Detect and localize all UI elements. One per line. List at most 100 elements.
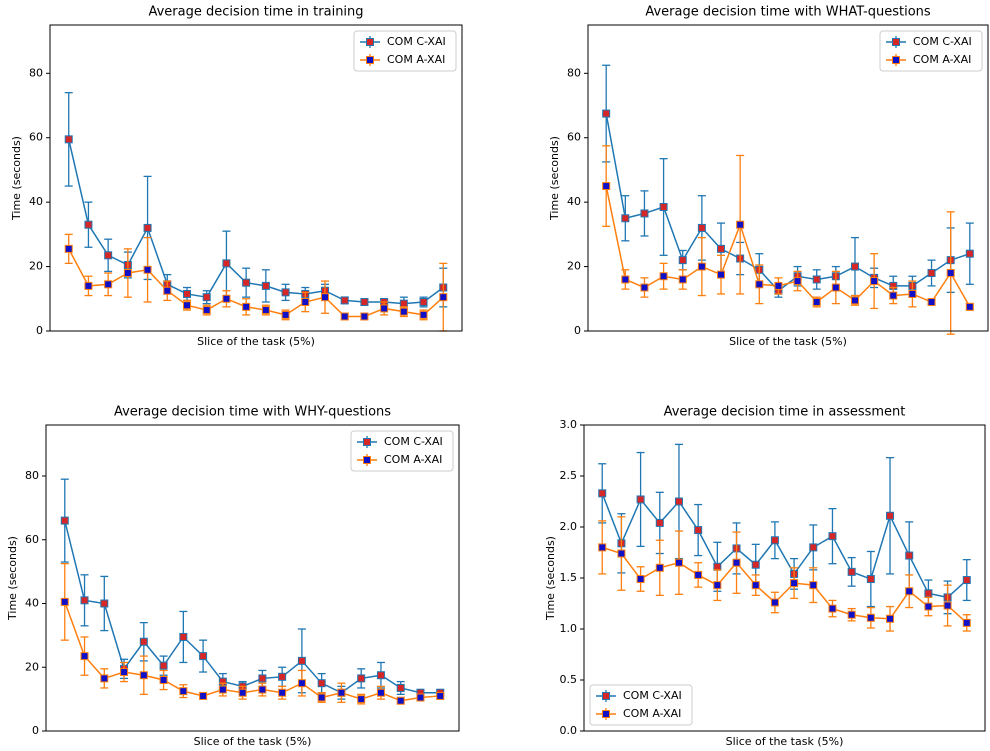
- marker: [199, 652, 208, 661]
- marker: [139, 637, 148, 646]
- marker: [659, 272, 668, 281]
- marker: [905, 587, 914, 596]
- x-axis-label: Slice of the task (5%): [194, 735, 312, 748]
- marker: [396, 683, 405, 692]
- marker: [886, 511, 895, 520]
- marker: [376, 688, 385, 697]
- marker: [104, 251, 113, 260]
- marker: [790, 579, 799, 588]
- marker: [924, 589, 933, 598]
- legend-box: [589, 684, 693, 726]
- y-tick-label: 80: [29, 66, 43, 79]
- y-tick-label: 0: [32, 724, 39, 737]
- marker: [419, 298, 428, 307]
- series-line: [605, 113, 971, 292]
- marker: [419, 310, 428, 319]
- y-axis-label: Time (seconds): [10, 136, 23, 221]
- marker: [143, 265, 152, 274]
- marker: [301, 298, 310, 307]
- series-line: [601, 493, 968, 599]
- marker: [80, 596, 89, 605]
- marker: [927, 298, 936, 307]
- legend-label: COM A-XAI: [387, 53, 445, 66]
- marker: [640, 283, 649, 292]
- marker: [847, 567, 856, 576]
- y-tick-label: 2.0: [560, 520, 578, 533]
- marker: [598, 543, 607, 552]
- marker: [962, 576, 971, 585]
- marker: [242, 302, 251, 311]
- marker: [340, 312, 349, 321]
- y-tick-label: 20: [25, 660, 39, 673]
- y-tick-label: 40: [29, 195, 43, 208]
- marker: [396, 696, 405, 705]
- marker: [965, 249, 974, 258]
- marker: [809, 581, 818, 590]
- marker: [297, 679, 306, 688]
- marker: [640, 209, 649, 218]
- marker: [340, 296, 349, 305]
- marker: [202, 293, 211, 302]
- marker: [965, 302, 974, 311]
- marker: [84, 220, 93, 229]
- x-axis-label: Slice of the task (5%): [197, 335, 315, 348]
- marker: [163, 286, 172, 295]
- marker: [736, 220, 745, 229]
- marker: [866, 613, 875, 622]
- marker: [242, 278, 251, 287]
- marker: [831, 283, 840, 292]
- marker: [717, 270, 726, 279]
- marker: [905, 551, 914, 560]
- marker: [812, 275, 821, 284]
- marker: [598, 489, 607, 498]
- marker: [320, 293, 329, 302]
- marker: [755, 280, 764, 289]
- legend-label: COM A-XAI: [623, 707, 681, 720]
- y-tick-label: 20: [567, 260, 581, 273]
- y-axis-label: Time (seconds): [6, 536, 19, 621]
- marker: [416, 693, 425, 702]
- marker: [80, 652, 89, 661]
- legend-label: COM C-XAI: [913, 35, 972, 48]
- plot-frame: [45, 424, 460, 732]
- marker: [179, 632, 188, 641]
- legend-box: [353, 30, 457, 72]
- legend-marker: [366, 38, 374, 46]
- legend-marker: [602, 692, 610, 700]
- y-tick-label: 40: [25, 597, 39, 610]
- y-tick-label: 3.0: [560, 418, 578, 431]
- marker: [222, 294, 231, 303]
- marker: [751, 581, 760, 590]
- marker: [218, 685, 227, 694]
- marker: [678, 275, 687, 284]
- marker: [238, 688, 247, 697]
- y-tick-label: 1.5: [560, 571, 578, 584]
- y-tick-label: 40: [567, 195, 581, 208]
- plot-frame: [583, 424, 986, 732]
- legend-marker: [602, 710, 610, 718]
- marker: [139, 671, 148, 680]
- marker: [222, 259, 231, 268]
- marker: [179, 687, 188, 696]
- marker: [436, 691, 445, 700]
- marker: [655, 563, 664, 572]
- marker: [678, 256, 687, 265]
- marker: [258, 685, 267, 694]
- marker: [120, 668, 129, 677]
- y-tick-label: 1.0: [560, 622, 578, 635]
- marker: [261, 306, 270, 315]
- marker: [100, 599, 109, 608]
- marker: [943, 601, 952, 610]
- marker: [261, 281, 270, 290]
- x-axis-label: Slice of the task (5%): [729, 335, 847, 348]
- marker: [104, 280, 113, 289]
- marker: [697, 262, 706, 271]
- chart-title: Average decision time in training: [148, 5, 363, 20]
- marker: [183, 289, 192, 298]
- marker: [828, 604, 837, 613]
- marker: [850, 262, 859, 271]
- marker: [360, 312, 369, 321]
- legend-marker: [892, 38, 900, 46]
- marker: [886, 614, 895, 623]
